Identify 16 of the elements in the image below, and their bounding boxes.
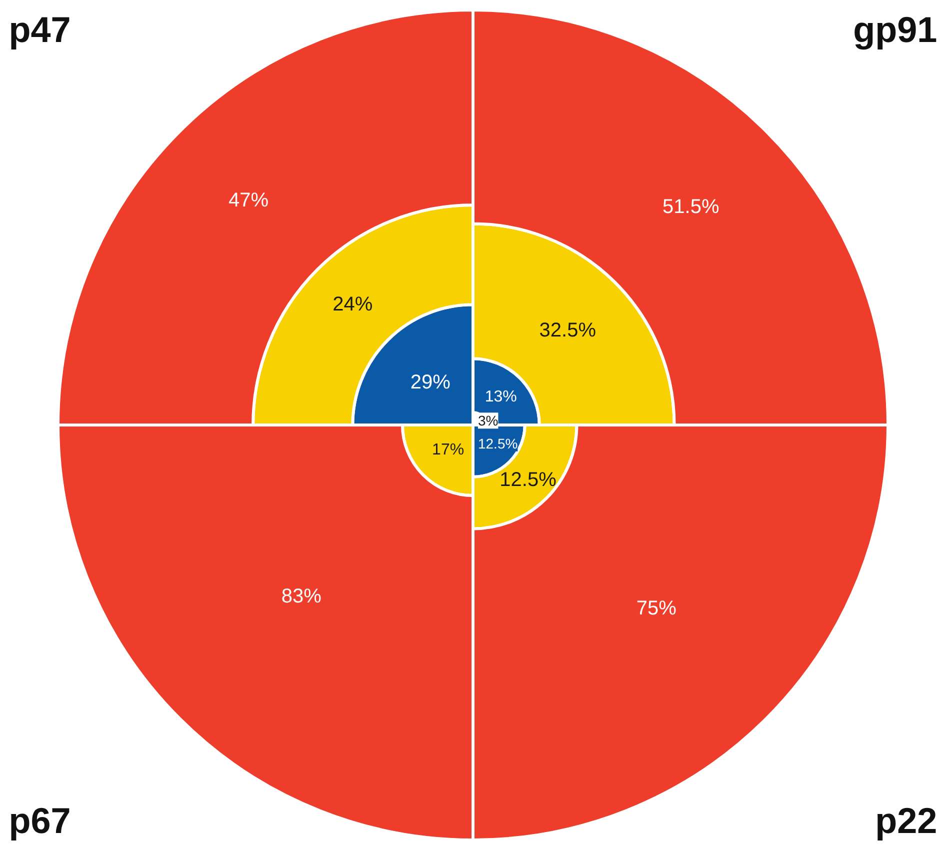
data-label: 75%: [636, 597, 677, 620]
category-label: gp91: [853, 8, 938, 50]
category-label: p67: [8, 800, 71, 842]
data-label: 29%: [410, 371, 451, 394]
data-label: 51.5%: [662, 196, 720, 218]
data-label: 12.5%: [478, 435, 518, 452]
data-label: 32.5%: [539, 319, 596, 342]
data-label: 17%: [432, 441, 464, 458]
category-label: p22: [875, 800, 938, 842]
data-label: 83%: [281, 586, 322, 608]
data-label: 24%: [332, 294, 373, 316]
category-label: p47: [8, 8, 71, 50]
data-label: 3%: [478, 412, 498, 429]
data-label: 47%: [228, 190, 269, 212]
data-label: 12.5%: [500, 469, 557, 492]
data-label: 13%: [484, 388, 517, 406]
